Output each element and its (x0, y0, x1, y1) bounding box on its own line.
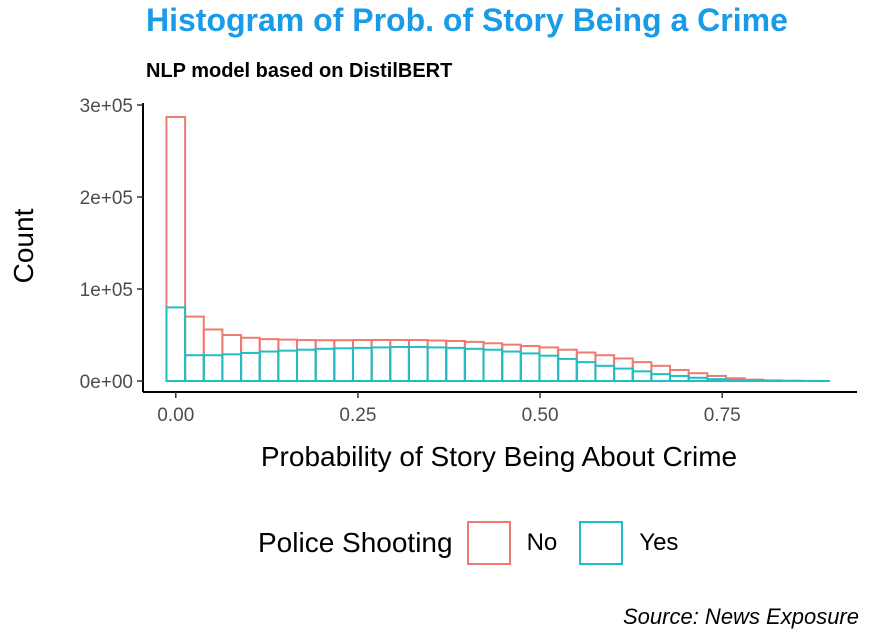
bar-no-6 (277, 338, 299, 383)
chart-title: Histogram of Prob. of Story Being a Crim… (146, 2, 788, 38)
bar-no-0 (165, 115, 187, 383)
bar-yes-5 (258, 350, 280, 382)
bar-yes-16 (463, 347, 485, 382)
bar-yes-4 (240, 351, 261, 383)
bar-yes-0 (165, 306, 187, 382)
y-axis-title: Count (8, 208, 39, 283)
bar-yes-17 (482, 348, 504, 383)
bar-no-21 (557, 348, 578, 383)
legend-swatch-yes (579, 521, 624, 565)
bar-no-3 (221, 334, 243, 382)
bar-yes-30 (725, 379, 746, 382)
bar-no-11 (370, 338, 392, 382)
y-tick-label: 1e+05 (80, 280, 133, 301)
legend-swatch-no (466, 521, 511, 565)
bar-yes-10 (351, 346, 373, 383)
bar-yes-29 (706, 378, 728, 383)
bar-yes-8 (314, 347, 336, 382)
legend: Police Shooting No Yes (258, 521, 700, 565)
y-tick-label: 2e+05 (80, 188, 133, 209)
bar-yes-20 (538, 354, 560, 383)
bar-yes-19 (519, 352, 541, 382)
bar-yes-21 (557, 357, 578, 383)
legend-title: Police Shooting (258, 527, 453, 558)
bar-no-18 (501, 343, 522, 383)
bar-no-19 (519, 345, 541, 383)
bar-yes-27 (669, 374, 690, 383)
bar-no-5 (258, 338, 280, 383)
bar-yes-15 (445, 346, 466, 383)
bar-yes-2 (202, 354, 224, 382)
bar-yes-7 (296, 348, 317, 383)
bar-no-1 (184, 315, 205, 383)
legend-label-no: No (526, 529, 558, 556)
histogram-chart: 0e+00 1e+05 2e+05 3e+05 0.00 0.25 0.50 0.75 Pr… (8, 96, 857, 472)
y-tick-label: 3e+05 (80, 96, 133, 117)
bar-yes-3 (221, 353, 243, 383)
bar-yes-12 (389, 345, 410, 382)
y-axis-ticks: 0e+00 1e+05 2e+05 3e+05 (80, 96, 143, 393)
bar-yes-25 (631, 370, 653, 382)
x-tick-label: 0.00 (157, 405, 194, 426)
bar-no-8 (314, 339, 336, 382)
bar-yes-11 (370, 346, 392, 383)
bar-no-16 (463, 340, 485, 382)
legend-label-yes: Yes (639, 529, 679, 556)
bar-no-20 (538, 346, 560, 383)
bar-yes-28 (687, 376, 709, 382)
bar-yes-14 (426, 346, 448, 383)
bar-yes-9 (333, 347, 354, 382)
series-no-bars (165, 115, 830, 383)
bar-no-9 (333, 339, 354, 382)
bar-yes-6 (277, 349, 299, 383)
bar-yes-23 (594, 364, 616, 383)
bar-no-7 (296, 339, 317, 382)
y-tick-label: 0e+00 (80, 372, 133, 393)
source-caption: Source: News Exposure (623, 604, 859, 629)
series-yes-bars (165, 306, 830, 383)
x-axis-title: Probability of Story Being About Crime (261, 441, 737, 472)
bar-no-23 (594, 354, 616, 382)
x-tick-label: 0.50 (522, 405, 559, 426)
bar-yes-13 (407, 345, 429, 382)
bar-yes-26 (650, 373, 672, 383)
x-tick-label: 0.75 (704, 405, 741, 426)
chart-subtitle: NLP model based on DistilBERT (146, 60, 453, 82)
bar-no-4 (240, 336, 261, 383)
bar-yes-1 (184, 354, 205, 382)
x-axis-ticks: 0.00 0.25 0.50 0.75 (157, 392, 741, 426)
bar-yes-24 (613, 367, 634, 382)
bar-no-24 (613, 357, 634, 382)
bar-yes-18 (501, 350, 522, 382)
bar-yes-22 (575, 361, 597, 383)
x-tick-label: 0.25 (339, 405, 376, 426)
bar-no-10 (351, 339, 373, 382)
bar-no-22 (575, 351, 597, 383)
